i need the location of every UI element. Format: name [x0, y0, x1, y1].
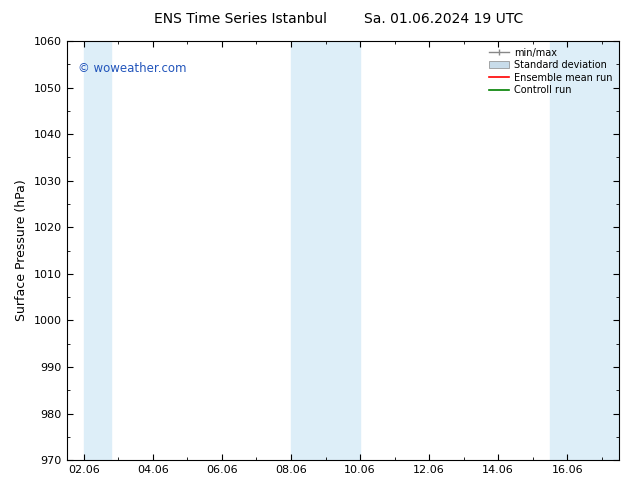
- Text: Sa. 01.06.2024 19 UTC: Sa. 01.06.2024 19 UTC: [364, 12, 524, 26]
- Bar: [291, 41, 360, 460]
- Text: ENS Time Series Istanbul: ENS Time Series Istanbul: [155, 12, 327, 26]
- Legend: min/max, Standard deviation, Ensemble mean run, Controll run: min/max, Standard deviation, Ensemble me…: [488, 46, 614, 97]
- Y-axis label: Surface Pressure (hPa): Surface Pressure (hPa): [15, 180, 28, 321]
- Bar: [550, 41, 619, 460]
- Text: © woweather.com: © woweather.com: [77, 62, 186, 75]
- Bar: [84, 41, 112, 460]
